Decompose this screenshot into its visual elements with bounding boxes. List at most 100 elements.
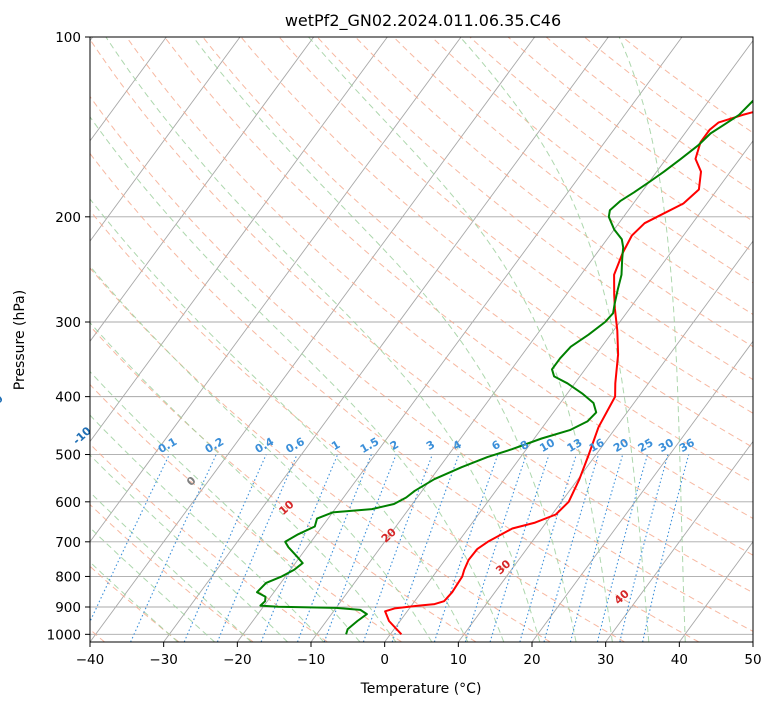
y-tick-label: 400 <box>55 390 81 406</box>
moist-adiabat-line <box>90 454 288 642</box>
y-tick-label: 800 <box>55 569 81 585</box>
mixing-ratio-label: 30 <box>656 436 676 455</box>
isotherm-line <box>531 340 753 642</box>
dry-adiabat-label: -10 <box>70 424 94 447</box>
dry-adiabat-label: 0 <box>184 474 199 489</box>
mixing-ratio-label: 1.5 <box>358 435 381 456</box>
dry-adiabat-line <box>316 37 753 381</box>
mixing-ratio-line <box>216 454 298 642</box>
mixing-ratio-line <box>619 454 669 642</box>
x-tick-label: −10 <box>297 652 326 668</box>
dry-adiabat-line <box>622 37 753 134</box>
y-tick-label: 300 <box>55 315 81 331</box>
moist-adiabat-line <box>90 265 433 642</box>
y-tick-label: 500 <box>55 448 81 464</box>
isotherm-line <box>752 641 753 642</box>
mixing-ratio-line <box>90 454 170 623</box>
mixing-ratio-line <box>391 454 460 642</box>
moist-adiabat-line <box>90 370 361 642</box>
dry-adiabat-line <box>240 37 753 449</box>
moist-adiabat-line <box>90 491 252 642</box>
dry-adiabat-line <box>90 152 700 642</box>
isotherm-line <box>163 37 609 642</box>
dry-adiabat-line <box>164 37 753 520</box>
moist-adiabat-line <box>105 37 541 642</box>
chart-title: wetPf2_GN02.2024.011.06.35.C46 <box>285 11 561 31</box>
mixing-ratio-line <box>596 454 648 642</box>
moist-adiabat-line <box>308 37 613 642</box>
x-tick-label: 20 <box>523 652 540 668</box>
dry-adiabat-label: 20 <box>379 525 399 545</box>
x-tick-label: 10 <box>450 652 467 668</box>
x-tick-label: 0 <box>380 652 389 668</box>
x-tick-label: −40 <box>76 652 105 668</box>
dry-adiabat-line <box>90 95 753 632</box>
moist-adiabat-line <box>459 37 650 642</box>
plot-frame <box>89 36 754 643</box>
dry-adiabat-line <box>126 37 753 556</box>
y-tick-label: 1000 <box>47 627 81 643</box>
isotherm-line <box>90 37 241 242</box>
y-axis-label: Pressure (hPa) <box>12 290 28 390</box>
profiles <box>256 99 753 635</box>
x-tick-label: 40 <box>671 652 688 668</box>
dry-adiabat-line <box>431 37 753 284</box>
dry-adiabat-label: -20 <box>0 392 6 415</box>
dry-adiabat-label: 40 <box>612 587 632 607</box>
mixing-ratio-label: 3 <box>424 438 437 453</box>
mixing-ratio-label: 0.2 <box>203 435 226 456</box>
moist-adiabat-line <box>90 116 505 642</box>
y-axis: 1000 900 800 700 600 500 400 300 200 100 <box>47 30 90 643</box>
dewpoint-profile-line <box>256 99 753 635</box>
x-tick-label: 30 <box>597 652 614 668</box>
mixing-ratio-label: 4 <box>451 438 464 453</box>
temperature-profile-line <box>384 111 753 635</box>
y-tick-label: 700 <box>55 535 81 551</box>
isotherm-line <box>678 541 753 642</box>
isotherm-line <box>90 37 536 642</box>
moist-adiabat-line <box>192 37 577 642</box>
mixing-ratio-line <box>130 454 217 642</box>
isotherm-line <box>310 39 753 642</box>
x-tick-label: −20 <box>223 652 252 668</box>
moist-adiabat-line <box>618 37 686 642</box>
mixing-ratio-line <box>433 454 499 642</box>
mixing-ratio-line <box>642 454 690 642</box>
y-tick-label: 200 <box>55 210 81 226</box>
dry-adiabat-line <box>90 325 477 642</box>
mixing-ratio-label: 1 <box>329 438 342 453</box>
mixing-ratio-line <box>519 454 577 642</box>
mixing-ratio-label: 13 <box>565 436 585 455</box>
line-labels: 0.10.20.40.611.52346810131620253036-100-… <box>0 392 697 607</box>
dry-adiabat-line <box>469 37 753 253</box>
mixing-ratio-label: 0.1 <box>156 435 179 456</box>
x-axis-label: Temperature (°C) <box>360 681 482 697</box>
moist-adiabat-line <box>90 321 397 642</box>
mixing-ratio-line <box>569 454 624 642</box>
mixing-ratio-line <box>362 454 433 642</box>
dry-adiabat-line <box>90 267 551 642</box>
isotherm-line <box>90 37 388 443</box>
mixing-ratio-line <box>543 454 600 642</box>
mixing-ratio-label: 0.6 <box>284 435 308 456</box>
isotherm-line <box>384 140 753 642</box>
y-tick-label: 100 <box>55 30 81 46</box>
isotherm-line <box>90 37 462 543</box>
isotherm-line <box>457 240 753 642</box>
moist-adiabat-line <box>90 526 216 642</box>
x-tick-label: 50 <box>744 652 761 668</box>
dry-adiabat-line <box>90 383 402 642</box>
dry-adiabat-line <box>90 503 254 642</box>
mixing-ratio-label: 20 <box>611 436 631 455</box>
mixing-ratio-line <box>489 454 550 642</box>
moist-adiabat-line <box>90 414 325 642</box>
moist-adiabat-line <box>90 198 469 642</box>
mixing-ratio-line <box>464 454 527 642</box>
dry-adiabat-line <box>90 443 328 642</box>
x-axis: −40 −30 −20 −10 0 10 20 30 40 50 <box>76 642 762 668</box>
isotherm-line <box>605 440 753 642</box>
dry-adiabat-line <box>278 37 753 414</box>
isotherm-line <box>236 37 683 642</box>
mixing-ratio-line <box>323 454 397 642</box>
